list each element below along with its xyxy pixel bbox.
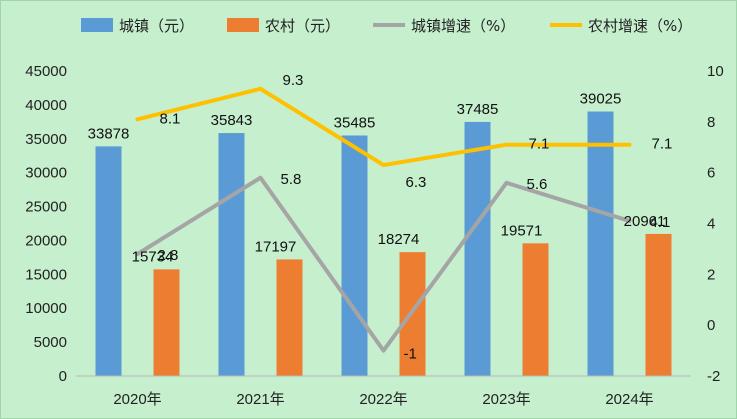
right-tick-label: 10 [707, 63, 724, 80]
left-tick-label: 35000 [25, 131, 67, 148]
line-series [135, 86, 632, 353]
urban-value-label: 33878 [88, 125, 130, 142]
rural-growth-label: 7.1 [529, 136, 550, 153]
category-label: 2022年 [359, 391, 407, 408]
data-labels: 33878 35843 35485 37485 39025 15734 17197 18274… [88, 72, 673, 363]
left-tick-label: 20000 [25, 232, 67, 249]
urban-value-label: 35843 [211, 112, 253, 129]
urban-bar [95, 146, 122, 376]
left-tick-label: 45000 [25, 63, 67, 80]
rural-value-label: 18274 [378, 231, 420, 248]
right-tick-label: 4 [707, 216, 715, 233]
left-tick-label: 40000 [25, 97, 67, 114]
category-label: 2020年 [113, 391, 161, 408]
right-tick-label: -2 [707, 368, 720, 385]
legend-label: 城镇（元） [119, 17, 194, 35]
right-tick-label: 8 [707, 114, 715, 131]
rural-bar [276, 259, 303, 376]
rural-growth-line [135, 86, 632, 168]
legend: 城镇（元） 农村（元） 城镇增速（%） 农村增速（%） [81, 17, 692, 35]
rural-value-label: 20961 [624, 213, 666, 230]
rural-value-label: 15734 [132, 248, 174, 265]
rural-value-label: 17197 [255, 238, 297, 255]
urban-growth-label: 2.8 [158, 247, 179, 264]
left-tick-label: 10000 [25, 300, 67, 317]
urban-bar [341, 135, 368, 376]
category-label: 2021年 [236, 391, 284, 408]
left-tick-label: 30000 [25, 165, 67, 182]
left-tick-label: 15000 [25, 266, 67, 283]
right-axis: -2 0 2 4 6 8 10 [707, 63, 724, 385]
left-axis: 0 5000 10000 15000 20000 25000 30000 35000 40000… [25, 63, 67, 385]
category-label: 2023年 [482, 391, 530, 408]
rural-value-label: 19571 [501, 222, 543, 239]
urban-value-label: 37485 [457, 101, 499, 118]
right-tick-label: 6 [707, 165, 715, 182]
legend-swatch [81, 18, 113, 32]
rural-bar [153, 269, 180, 376]
urban-growth-label: 4.1 [650, 214, 671, 231]
rural-bar [645, 233, 672, 376]
left-tick-label: 0 [59, 368, 67, 385]
x-axis: 2020年 2021年 2022年 2023年 2024年 [113, 391, 653, 408]
rural-growth-label: 9.3 [283, 72, 304, 89]
urban-growth-label: 5.6 [527, 176, 548, 193]
urban-bar [587, 111, 614, 376]
legend-label: 城镇增速（%） [411, 17, 515, 35]
urban-growth-label: 5.8 [281, 171, 302, 188]
rural-growth-label: 6.3 [406, 174, 427, 191]
right-tick-label: 2 [707, 266, 715, 283]
urban-value-label: 35485 [334, 114, 376, 131]
urban-bar [218, 133, 245, 376]
left-tick-label: 25000 [25, 199, 67, 216]
rural-growth-label: 7.1 [652, 136, 673, 153]
urban-bar [464, 121, 491, 376]
urban-growth-label: -1 [404, 346, 417, 363]
rural-bar [522, 243, 549, 376]
urban-growth-line [135, 175, 632, 353]
legend-swatch [227, 18, 259, 32]
legend-label: 农村（元） [265, 17, 340, 35]
left-tick-label: 5000 [34, 334, 67, 351]
legend-label: 农村增速（%） [588, 17, 692, 35]
right-tick-label: 0 [707, 317, 715, 334]
category-label: 2024年 [605, 391, 653, 408]
rural-growth-label: 8.1 [160, 110, 181, 127]
urban-value-label: 39025 [580, 90, 622, 107]
